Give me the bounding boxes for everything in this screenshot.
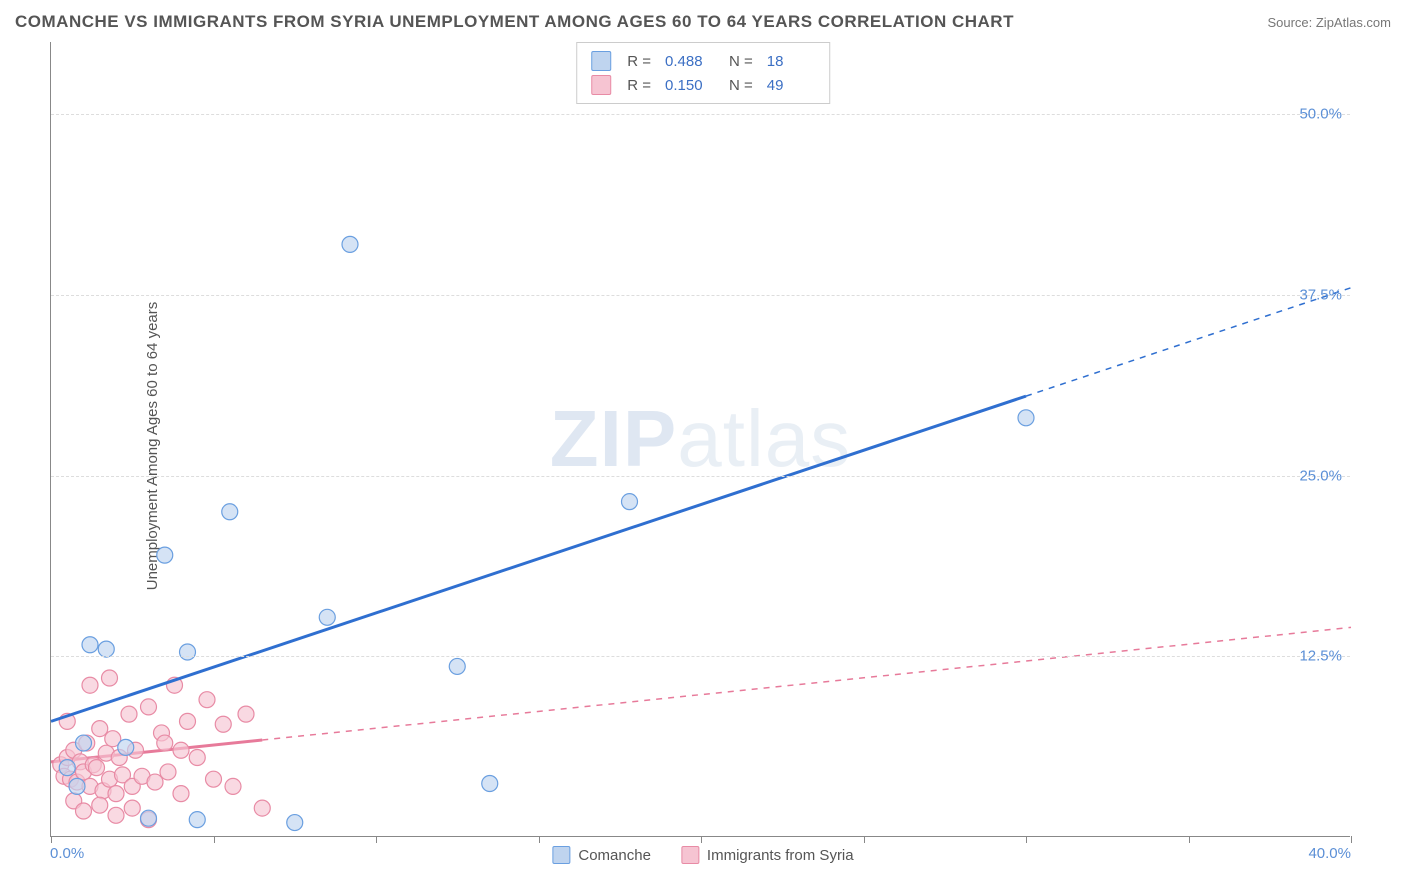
data-point — [76, 803, 92, 819]
plot-area: ZIPatlas 12.5%25.0%37.5%50.0% — [50, 42, 1350, 837]
data-point — [157, 735, 173, 751]
x-axis-start-label: 0.0% — [50, 845, 84, 862]
data-point — [206, 771, 222, 787]
r-label: R = — [627, 53, 651, 70]
data-point — [160, 764, 176, 780]
data-point — [173, 742, 189, 758]
legend-swatch — [552, 846, 570, 864]
data-point — [287, 815, 303, 831]
data-point — [76, 735, 92, 751]
x-tick — [1026, 836, 1027, 843]
x-tick — [214, 836, 215, 843]
x-tick — [51, 836, 52, 843]
n-value: 18 — [767, 53, 815, 70]
data-point — [238, 706, 254, 722]
source-prefix: Source: — [1267, 15, 1315, 30]
stats-legend-box: R = 0.488 N = 18 R = 0.150 N = 49 — [576, 42, 830, 104]
y-tick-label: 37.5% — [1299, 286, 1342, 303]
y-tick-label: 12.5% — [1299, 648, 1342, 665]
data-point — [222, 504, 238, 520]
x-tick — [1189, 836, 1190, 843]
legend-swatch — [591, 51, 611, 71]
legend-label: Immigrants from Syria — [707, 847, 854, 864]
data-point — [482, 776, 498, 792]
data-point — [157, 547, 173, 563]
r-value: 0.488 — [665, 53, 713, 70]
data-point — [69, 778, 85, 794]
n-value: 49 — [767, 77, 815, 94]
data-point — [189, 750, 205, 766]
source-link[interactable]: ZipAtlas.com — [1316, 15, 1391, 30]
gridline-horizontal — [51, 295, 1350, 296]
source-attribution: Source: ZipAtlas.com — [1267, 15, 1391, 30]
data-point — [141, 810, 157, 826]
data-point — [82, 677, 98, 693]
data-point — [180, 644, 196, 660]
data-point — [189, 812, 205, 828]
trend-line-dashed — [262, 627, 1351, 740]
x-tick — [539, 836, 540, 843]
data-point — [92, 721, 108, 737]
data-point — [449, 658, 465, 674]
x-tick — [1351, 836, 1352, 843]
y-tick-label: 50.0% — [1299, 106, 1342, 123]
data-point — [173, 786, 189, 802]
legend-label: Comanche — [578, 847, 651, 864]
data-point — [180, 713, 196, 729]
legend-swatch — [681, 846, 699, 864]
n-label: N = — [729, 77, 753, 94]
legend-swatch — [591, 75, 611, 95]
data-point — [98, 641, 114, 657]
gridline-horizontal — [51, 476, 1350, 477]
data-point — [121, 706, 137, 722]
x-tick — [376, 836, 377, 843]
data-point — [102, 670, 118, 686]
x-axis-end-label: 40.0% — [1308, 845, 1351, 862]
r-value: 0.150 — [665, 77, 713, 94]
data-point — [622, 494, 638, 510]
data-point — [118, 739, 134, 755]
data-point — [225, 778, 241, 794]
chart-title: COMANCHE VS IMMIGRANTS FROM SYRIA UNEMPL… — [15, 12, 1014, 32]
legend-item: Comanche — [552, 846, 651, 864]
data-point — [108, 807, 124, 823]
x-tick — [701, 836, 702, 843]
x-tick — [864, 836, 865, 843]
trend-line-dashed — [1026, 288, 1351, 396]
data-point — [108, 786, 124, 802]
trend-line-solid — [51, 396, 1026, 721]
data-point — [141, 699, 157, 715]
data-point — [89, 760, 105, 776]
data-point — [92, 797, 108, 813]
data-point — [319, 609, 335, 625]
legend-item: Immigrants from Syria — [681, 846, 854, 864]
scatter-plot-svg — [51, 42, 1350, 836]
r-label: R = — [627, 77, 651, 94]
data-point — [199, 692, 215, 708]
gridline-horizontal — [51, 656, 1350, 657]
data-point — [147, 774, 163, 790]
n-label: N = — [729, 53, 753, 70]
data-point — [254, 800, 270, 816]
y-tick-label: 25.0% — [1299, 467, 1342, 484]
data-point — [59, 760, 75, 776]
data-point — [82, 637, 98, 653]
data-point — [215, 716, 231, 732]
data-point — [342, 236, 358, 252]
data-point — [1018, 410, 1034, 426]
stats-legend-row: R = 0.488 N = 18 — [591, 49, 815, 73]
stats-legend-row: R = 0.150 N = 49 — [591, 73, 815, 97]
series-legend: Comanche Immigrants from Syria — [552, 846, 853, 864]
data-point — [124, 800, 140, 816]
gridline-horizontal — [51, 114, 1350, 115]
